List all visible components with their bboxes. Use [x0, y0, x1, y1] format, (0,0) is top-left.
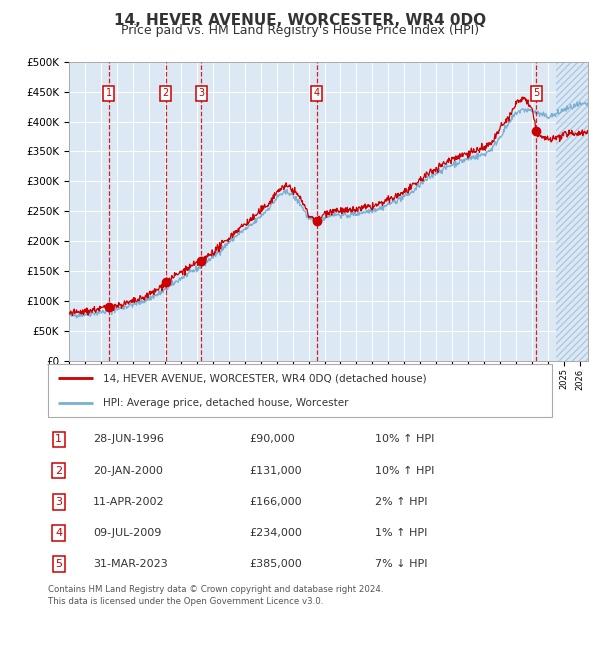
Text: 1% ↑ HPI: 1% ↑ HPI — [375, 528, 427, 538]
Text: 1: 1 — [106, 88, 112, 98]
Text: HPI: Average price, detached house, Worcester: HPI: Average price, detached house, Worc… — [103, 398, 349, 408]
Text: 3: 3 — [55, 497, 62, 507]
Text: 10% ↑ HPI: 10% ↑ HPI — [375, 434, 434, 445]
Text: 1: 1 — [55, 434, 62, 445]
Text: 4: 4 — [55, 528, 62, 538]
Text: 4: 4 — [314, 88, 320, 98]
Text: 3: 3 — [198, 88, 204, 98]
Text: 5: 5 — [533, 88, 539, 98]
Text: 31-MAR-2023: 31-MAR-2023 — [93, 559, 168, 569]
Text: 5: 5 — [55, 559, 62, 569]
Text: 7% ↓ HPI: 7% ↓ HPI — [375, 559, 427, 569]
Text: £385,000: £385,000 — [249, 559, 302, 569]
Text: 10% ↑ HPI: 10% ↑ HPI — [375, 465, 434, 476]
Text: 09-JUL-2009: 09-JUL-2009 — [93, 528, 161, 538]
Text: £131,000: £131,000 — [249, 465, 302, 476]
Text: 14, HEVER AVENUE, WORCESTER, WR4 0DQ: 14, HEVER AVENUE, WORCESTER, WR4 0DQ — [114, 13, 486, 28]
Text: £90,000: £90,000 — [249, 434, 295, 445]
Text: 2: 2 — [163, 88, 169, 98]
Text: 20-JAN-2000: 20-JAN-2000 — [93, 465, 163, 476]
FancyBboxPatch shape — [48, 364, 552, 417]
Text: £166,000: £166,000 — [249, 497, 302, 507]
Text: 2% ↑ HPI: 2% ↑ HPI — [375, 497, 427, 507]
Bar — [556, 62, 588, 361]
Text: 14, HEVER AVENUE, WORCESTER, WR4 0DQ (detached house): 14, HEVER AVENUE, WORCESTER, WR4 0DQ (de… — [103, 373, 427, 384]
Text: Price paid vs. HM Land Registry's House Price Index (HPI): Price paid vs. HM Land Registry's House … — [121, 24, 479, 37]
Text: Contains HM Land Registry data © Crown copyright and database right 2024.
This d: Contains HM Land Registry data © Crown c… — [48, 585, 383, 606]
Text: £234,000: £234,000 — [249, 528, 302, 538]
Text: 28-JUN-1996: 28-JUN-1996 — [93, 434, 164, 445]
Text: 11-APR-2002: 11-APR-2002 — [93, 497, 164, 507]
Text: 2: 2 — [55, 465, 62, 476]
